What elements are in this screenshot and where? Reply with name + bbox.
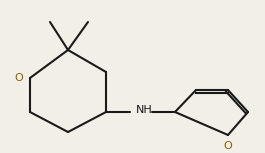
Text: O: O bbox=[224, 141, 232, 151]
Text: O: O bbox=[14, 73, 23, 83]
Text: NH: NH bbox=[136, 105, 153, 115]
